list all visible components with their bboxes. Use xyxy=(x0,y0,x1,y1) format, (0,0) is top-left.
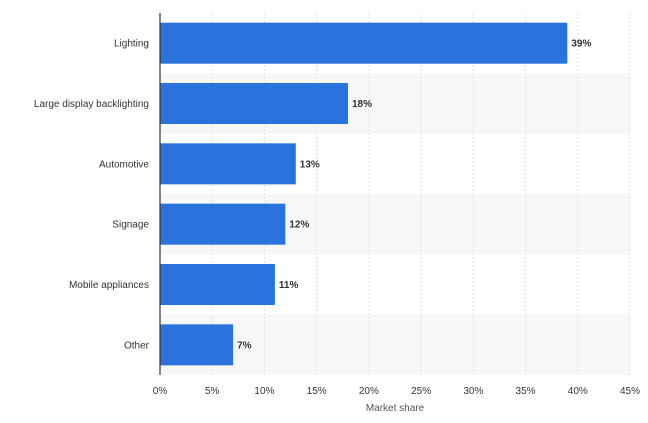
bar xyxy=(160,324,234,366)
x-tick-label: 25% xyxy=(411,386,431,397)
row-band xyxy=(160,314,630,375)
x-tick-label: 0% xyxy=(153,386,168,397)
x-tick-label: 5% xyxy=(205,386,220,397)
x-tick-label: 35% xyxy=(516,386,536,397)
data-label: 13% xyxy=(300,159,320,170)
x-tick-labels: 0% 5% 10% 15% 20% 25% 30% 35% 40% 45% xyxy=(153,386,640,397)
data-label: 7% xyxy=(237,340,252,351)
category-label: Automotive xyxy=(99,159,149,170)
data-labels: 39% 18% 13% 12% 11% 7% xyxy=(237,39,591,352)
bar xyxy=(160,203,286,245)
bar xyxy=(160,22,568,64)
category-labels: Lighting Large display backlighting Automo… xyxy=(34,39,150,352)
bar xyxy=(160,143,296,185)
x-tick-label: 20% xyxy=(359,386,379,397)
x-axis-title: Market share xyxy=(366,403,425,414)
x-tick-label: 40% xyxy=(568,386,588,397)
x-tick-label: 10% xyxy=(254,386,274,397)
category-label: Large display backlighting xyxy=(34,99,149,110)
x-tick-label: 45% xyxy=(620,386,640,397)
category-label: Signage xyxy=(112,220,149,231)
category-label: Mobile appliances xyxy=(69,280,149,291)
x-tick-label: 15% xyxy=(307,386,327,397)
data-label: 18% xyxy=(352,99,372,110)
category-label: Lighting xyxy=(114,39,149,50)
gridlines xyxy=(211,13,631,375)
data-label: 12% xyxy=(289,220,309,231)
data-label: 39% xyxy=(571,39,591,50)
bar xyxy=(160,263,275,306)
data-label: 11% xyxy=(279,280,299,291)
bars xyxy=(160,22,568,366)
bar xyxy=(160,82,348,125)
x-tick-label: 30% xyxy=(463,386,483,397)
category-label: Other xyxy=(124,340,150,351)
